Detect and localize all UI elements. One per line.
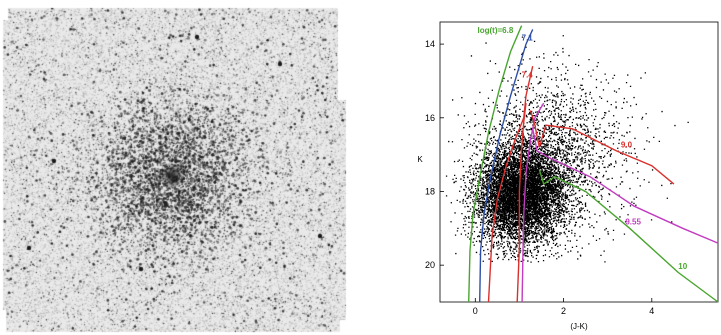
y-tick-label-1: 16 (425, 113, 435, 123)
isochrone-label-5: 10 (678, 262, 687, 271)
plot-frame (439, 21, 719, 303)
isochrone-label-4: 9.55 (625, 218, 641, 227)
isochrone-labels-layer: log(t)=6.8 7.1 7.4 9.0 9.55 10 (478, 26, 688, 271)
isochrone-line-1 (479, 29, 534, 303)
y-tick-label-3: 20 (425, 260, 435, 270)
data-points-layer (445, 35, 689, 263)
isochrone-label-3: 9.0 (621, 140, 633, 149)
y-axis-label: K (417, 155, 423, 164)
isochrone-line-5 (529, 110, 675, 185)
x-axis-label: (J-K) (570, 322, 588, 331)
isochrone-line-7 (538, 169, 719, 303)
isochrone-line-4 (521, 102, 545, 303)
y-tick-label-2: 18 (425, 186, 435, 196)
isochrone-line-2 (487, 66, 534, 303)
isochrone-line-6 (532, 128, 719, 244)
x-tick-label-0: 0 (473, 306, 478, 316)
isochrone-line-3 (516, 103, 527, 303)
isochrone-label-0: log(t)=6.8 (478, 26, 514, 35)
isochrone-layer (468, 25, 719, 303)
isochrone-line-0 (468, 25, 523, 303)
isochrone-label-2: 7.4 (522, 70, 534, 79)
axes-layer: 0 2 4 14 16 18 20 (425, 39, 654, 316)
isochrone-label-1: 7.1 (522, 33, 534, 42)
data-points (445, 35, 689, 263)
x-tick-label-1: 2 (561, 306, 566, 316)
x-tick-label-2: 4 (649, 306, 654, 316)
y-tick-label-0: 14 (425, 39, 435, 49)
